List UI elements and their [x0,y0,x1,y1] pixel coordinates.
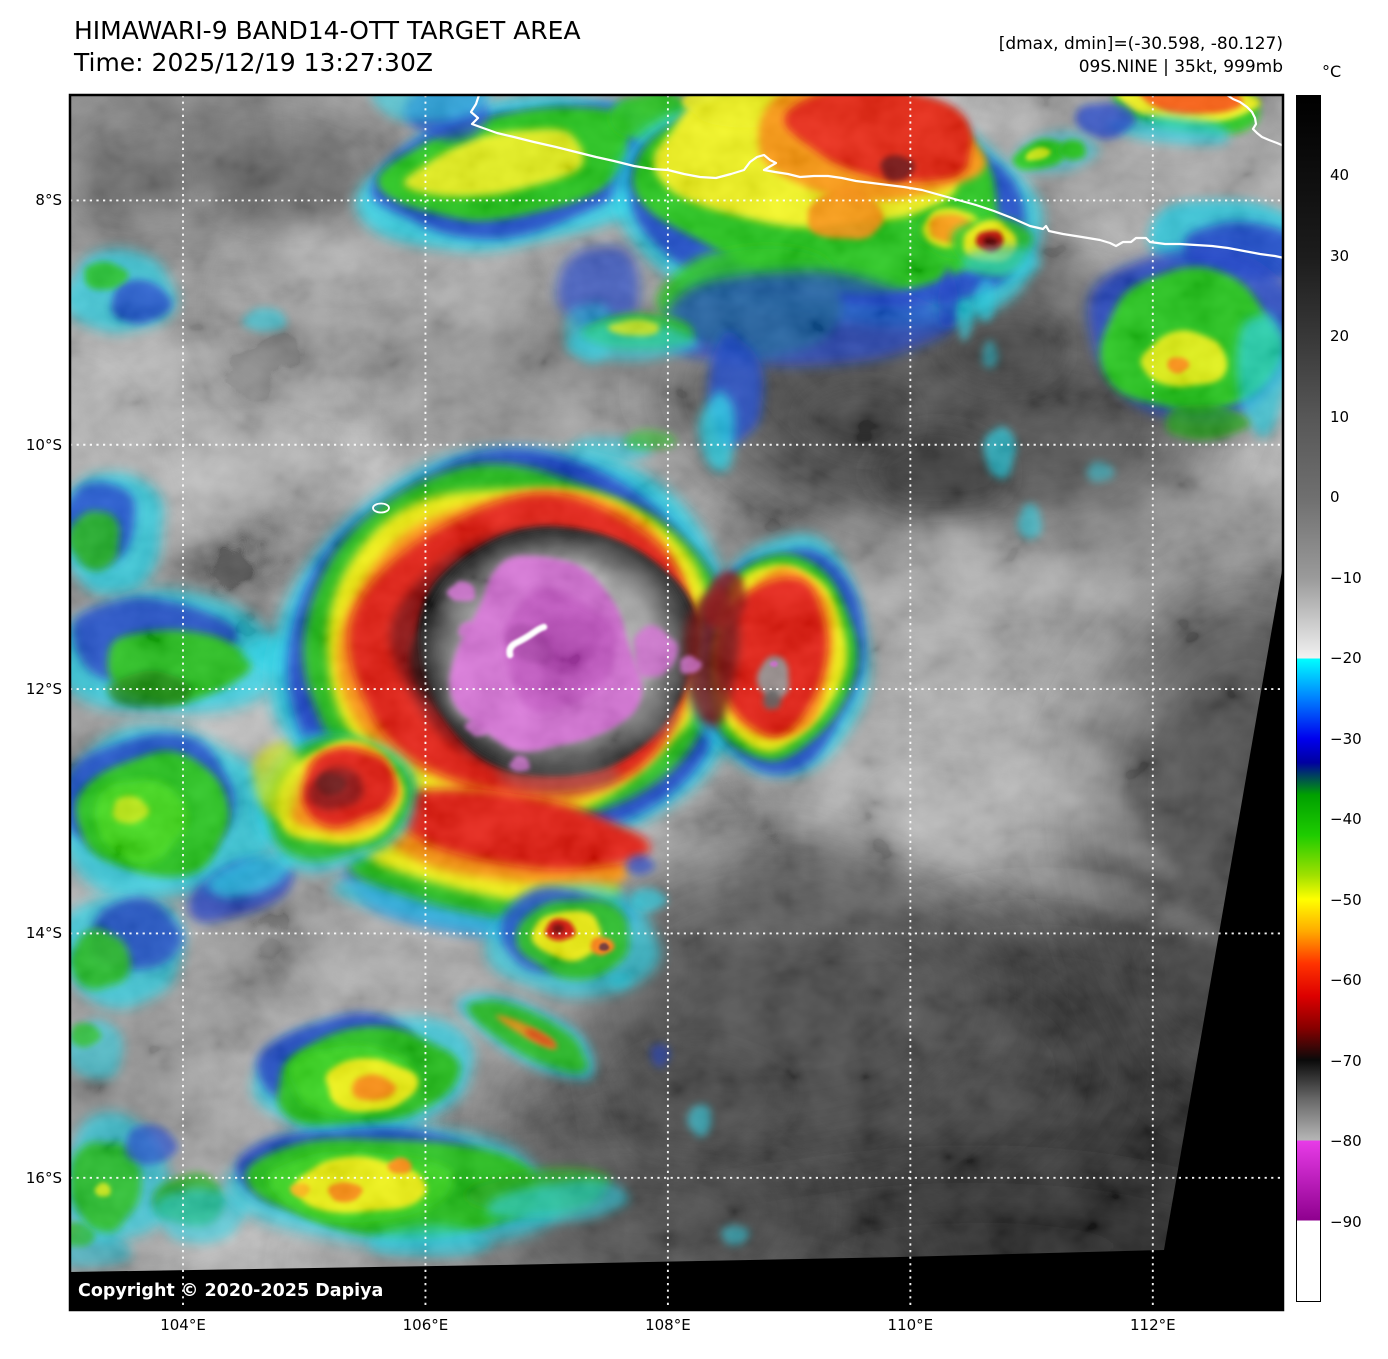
dmax-dmin-annotation: [dmax, dmin]=(-30.598, -80.127) [998,34,1283,54]
colorbar-tick-label: −20 [1330,649,1362,668]
latlon-gridlines [70,95,1283,1310]
figure-title: HIMAWARI-9 BAND14-OTT TARGET AREA [74,16,581,45]
island-outline [372,502,390,514]
longitude-tick-label: 106°E [402,1316,449,1334]
colorbar-tick-label: −90 [1330,1212,1362,1231]
copyright-label: Copyright © 2020-2025 Dapiya [78,1281,384,1301]
longitude-tick-label: 110°E [887,1316,934,1334]
colorbar-tick-label: −40 [1330,810,1362,829]
longitude-tick-label: 104°E [160,1316,206,1334]
colorbar-tick-label: 40 [1330,166,1350,185]
coastline [469,95,1283,259]
storm-info-annotation: 09S.NINE | 35kt, 999mb [1078,57,1283,77]
timestamp-label: Time: 2025/12/19 13:27:30Z [74,48,433,77]
colorbar-unit-label: °C [1322,62,1342,81]
longitude-tick-label: 112°E [1129,1316,1176,1334]
coastline [1225,95,1283,147]
latitude-tick-label: 8°S [35,191,62,210]
colorbar-tick-label: −80 [1330,1132,1362,1151]
satellite-imagery-layer [70,95,1283,1310]
latitude-tick-label: 12°S [25,680,62,699]
colorbar [1296,95,1321,1302]
longitude-tick-label: 108°E [645,1316,691,1334]
colorbar-tick-label: 10 [1330,407,1350,426]
latitude-tick-label: 16°S [25,1168,62,1187]
colorbar-tick-label: −60 [1330,971,1362,990]
coldest-cloud-top-marker [506,623,548,659]
colorbar-tick-label: 30 [1330,246,1350,265]
colorbar-tick-label: 20 [1330,327,1350,346]
latitude-tick-label: 14°S [25,924,62,943]
colorbar-tick-label: −50 [1330,890,1362,909]
colorbar-tick-label: −70 [1330,1051,1362,1070]
colorbar-tick-label: 0 [1330,488,1340,507]
colorbar-tick-label: −10 [1330,568,1362,587]
colorbar-tick-label: −30 [1330,729,1362,748]
map-frame [68,93,1285,1312]
latitude-tick-label: 10°S [25,435,62,454]
